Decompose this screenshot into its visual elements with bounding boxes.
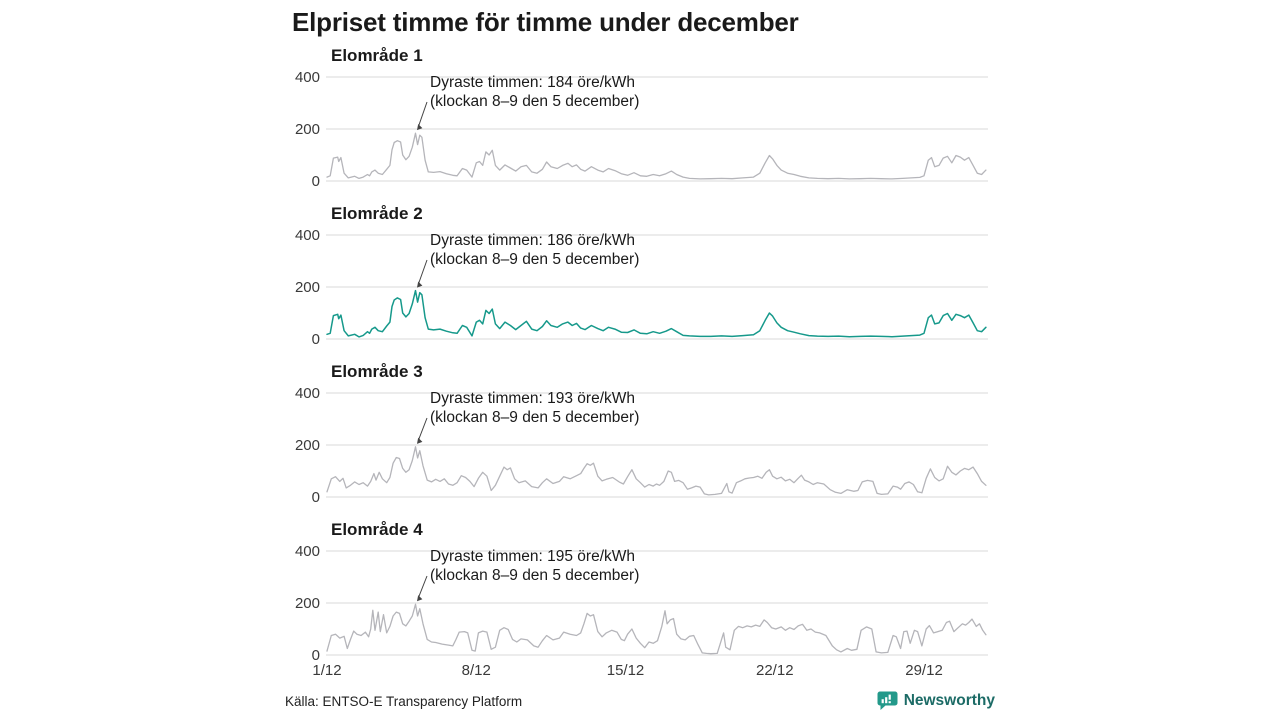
price-line — [326, 289, 987, 338]
line-chart-1: 400 200 0 Elområde 1 Dyraste timmen: 184 öre… — [295, 46, 988, 190]
annotation-arrow-line — [417, 259, 428, 285]
annotation-arrow-icon — [416, 437, 423, 444]
annotation-arrow-line — [417, 101, 428, 127]
line-chart-2: 400 200 0 Elområde 2 Dyraste timmen: 186 öre… — [295, 204, 988, 348]
small-multiples-charts: 400 200 0 Elområde 1 Dyraste timmen: 184 öre… — [285, 45, 995, 677]
brand: Newsworthy — [877, 691, 995, 711]
chart-block-1: 400 200 0 Elområde 1 Dyraste timmen: 184 öre… — [285, 45, 995, 203]
peak-annotation-line2: (klockan 8–9 den 5 december) — [430, 251, 639, 268]
price-line — [326, 446, 987, 496]
footer: Källa: ENTSO-E Transparency Platform New… — [285, 689, 995, 713]
peak-annotation-line1: Dyraste timmen: 193 öre/kWh — [430, 390, 635, 407]
newsworthy-logo-icon — [877, 691, 898, 710]
x-tick-label: 1/12 — [312, 662, 341, 677]
y-tick-label: 200 — [295, 279, 320, 296]
subplot-title: Elområde 4 — [331, 520, 423, 539]
annotation-arrow-icon — [416, 595, 423, 602]
chart-block-4: 400 200 0 Elområde 4 Dyraste timmen: 195 öre… — [285, 519, 995, 677]
y-tick-label: 200 — [295, 121, 320, 138]
chart-block-2: 400 200 0 Elområde 2 Dyraste timmen: 186 öre… — [285, 203, 995, 361]
y-tick-label: 400 — [295, 543, 320, 560]
subplot-title: Elområde 3 — [331, 362, 423, 381]
y-tick-label: 0 — [312, 647, 320, 664]
peak-annotation-line1: Dyraste timmen: 184 öre/kWh — [430, 74, 635, 91]
annotation-arrow-line — [417, 417, 428, 441]
line-chart-4: 400 200 0 Elområde 4 Dyraste timmen: 195 öre… — [295, 520, 988, 677]
source-note: Källa: ENTSO-E Transparency Platform — [285, 693, 523, 709]
x-tick-label: 8/12 — [462, 662, 491, 677]
price-line — [326, 603, 987, 655]
y-tick-label: 0 — [312, 489, 320, 506]
y-tick-label: 400 — [295, 69, 320, 86]
chart-block-3: 400 200 0 Elområde 3 Dyraste timmen: 193 öre… — [285, 361, 995, 519]
brand-name: Newsworthy — [903, 692, 995, 709]
y-tick-label: 200 — [295, 437, 320, 454]
annotation-arrow-icon — [416, 123, 423, 131]
annotation-arrow-line — [417, 575, 428, 598]
page-title: Elpriset timme för timme under december — [292, 7, 799, 37]
peak-annotation-line1: Dyraste timmen: 186 öre/kWh — [430, 232, 635, 249]
x-tick-label: 22/12 — [756, 662, 794, 677]
y-tick-label: 400 — [295, 385, 320, 402]
x-tick-label: 15/12 — [607, 662, 645, 677]
infographic-content: Elpriset timme för timme under december … — [285, 0, 995, 720]
subplot-title: Elområde 1 — [331, 46, 423, 65]
y-tick-label: 400 — [295, 227, 320, 244]
price-line — [326, 132, 987, 180]
peak-annotation-line1: Dyraste timmen: 195 öre/kWh — [430, 548, 635, 565]
subplot-title: Elområde 2 — [331, 204, 423, 223]
line-chart-3: 400 200 0 Elområde 3 Dyraste timmen: 193 öre… — [295, 362, 988, 506]
peak-annotation-line2: (klockan 8–9 den 5 december) — [430, 409, 639, 426]
peak-annotation-line2: (klockan 8–9 den 5 december) — [430, 93, 639, 110]
x-tick-label: 29/12 — [905, 662, 943, 677]
y-tick-label: 0 — [312, 331, 320, 348]
y-tick-label: 0 — [312, 173, 320, 190]
annotation-arrow-icon — [416, 281, 423, 288]
y-tick-label: 200 — [295, 595, 320, 612]
peak-annotation-line2: (klockan 8–9 den 5 december) — [430, 567, 639, 584]
